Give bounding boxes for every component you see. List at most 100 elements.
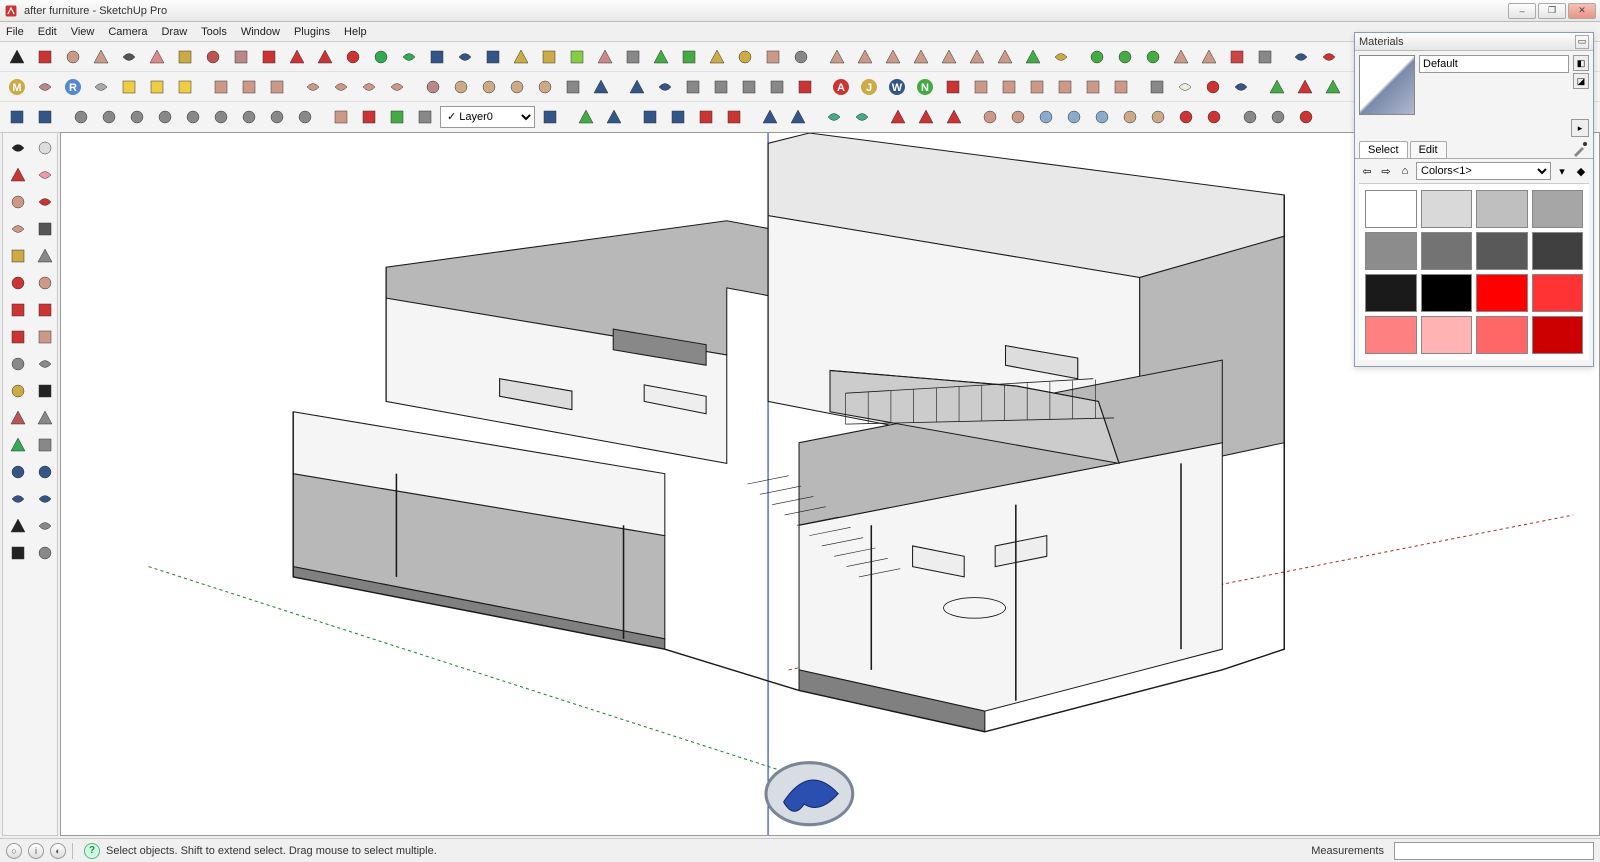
menu-camera[interactable]: Camera <box>108 26 147 38</box>
plane-button[interactable] <box>32 270 58 296</box>
jhs-n-button[interactable]: N <box>912 74 938 100</box>
pointer-button[interactable] <box>5 135 31 161</box>
zoom-window-button[interactable] <box>452 44 478 70</box>
curve3-button[interactable] <box>941 104 967 130</box>
target2-button[interactable] <box>652 74 678 100</box>
sphere-button[interactable] <box>32 243 58 269</box>
comp4-button[interactable] <box>152 104 178 130</box>
ruler-button[interactable] <box>5 351 31 377</box>
photomatch-button[interactable] <box>592 44 618 70</box>
mat-ball1-button[interactable] <box>420 74 446 100</box>
pan2-button[interactable] <box>32 432 58 458</box>
style-y1-button[interactable] <box>116 74 142 100</box>
plugin2-button[interactable] <box>1316 44 1342 70</box>
rot1-button[interactable] <box>5 297 31 323</box>
ext3-button[interactable] <box>384 104 410 130</box>
outliner-button[interactable] <box>620 44 646 70</box>
menu-view[interactable]: View <box>71 26 95 38</box>
comp9-button[interactable] <box>292 104 318 130</box>
menu-file[interactable]: File <box>6 26 24 38</box>
box1-button[interactable] <box>968 74 994 100</box>
materials-library-select[interactable]: Colors<1> <box>1416 162 1551 180</box>
shear1-button[interactable] <box>757 104 783 130</box>
mirror2-button[interactable] <box>849 104 875 130</box>
zoom-extents-button[interactable] <box>480 44 506 70</box>
tape2-button[interactable] <box>5 378 31 404</box>
arr2-button[interactable] <box>665 104 691 130</box>
swatch-8[interactable] <box>1365 274 1417 312</box>
rectangle-button[interactable] <box>60 44 86 70</box>
material-name-input[interactable] <box>1419 55 1569 73</box>
swatch-5[interactable] <box>1421 232 1473 270</box>
box6-button[interactable] <box>1108 74 1134 100</box>
solid2-button[interactable] <box>852 44 878 70</box>
misc1-button[interactable] <box>1237 104 1263 130</box>
status-circle-2[interactable]: i <box>28 843 44 859</box>
swatch-13[interactable] <box>1421 316 1473 354</box>
cross-button[interactable] <box>32 540 58 566</box>
material-default-button[interactable]: ◪ <box>1573 73 1589 89</box>
comp6-button[interactable] <box>208 104 234 130</box>
shape1-button[interactable] <box>1168 44 1194 70</box>
google-button[interactable] <box>648 44 674 70</box>
poly-button[interactable] <box>5 243 31 269</box>
materials-tab-edit[interactable]: Edit <box>1410 141 1447 158</box>
comp3-button[interactable] <box>124 104 150 130</box>
sun2-button[interactable] <box>172 74 198 100</box>
toggle-button[interactable] <box>588 74 614 100</box>
solid4-button[interactable] <box>908 44 934 70</box>
zoom2-button[interactable] <box>5 459 31 485</box>
material-create-button[interactable]: ◧ <box>1573 55 1589 71</box>
minimize-button[interactable]: – <box>1508 3 1536 19</box>
door-button[interactable] <box>1144 74 1170 100</box>
section1-button[interactable] <box>208 74 234 100</box>
ze2-button[interactable] <box>32 486 58 512</box>
tree3-button[interactable] <box>1140 44 1166 70</box>
zoom3-button[interactable] <box>32 459 58 485</box>
zoom-button[interactable] <box>424 44 450 70</box>
box5-button[interactable] <box>1080 74 1106 100</box>
swatch-7[interactable] <box>1532 232 1584 270</box>
sandbox1-button[interactable] <box>536 44 562 70</box>
ext2-button[interactable] <box>356 104 382 130</box>
share-button[interactable] <box>788 44 814 70</box>
person-button[interactable] <box>5 513 31 539</box>
swatch-11[interactable] <box>1532 274 1584 312</box>
mat-ball3-button[interactable] <box>476 74 502 100</box>
pan-button[interactable] <box>396 44 422 70</box>
swatch-10[interactable] <box>1476 274 1528 312</box>
sun-button[interactable] <box>1048 44 1074 70</box>
render2-button[interactable] <box>328 74 354 100</box>
cone2-button[interactable] <box>1200 74 1226 100</box>
star1-button[interactable] <box>5 270 31 296</box>
tape-button[interactable] <box>172 44 198 70</box>
prim8-button[interactable] <box>1173 104 1199 130</box>
undo-button[interactable] <box>5 324 31 350</box>
swatch-15[interactable] <box>1532 316 1584 354</box>
style-y2-button[interactable] <box>144 74 170 100</box>
materials-close-icon[interactable]: ▭ <box>1575 35 1589 49</box>
menu-draw[interactable]: Draw <box>161 26 187 38</box>
solid6-button[interactable] <box>964 44 990 70</box>
ext1-button[interactable] <box>328 104 354 130</box>
render3-button[interactable] <box>356 74 382 100</box>
prim7-button[interactable] <box>1145 104 1171 130</box>
menu-tools[interactable]: Tools <box>201 26 227 38</box>
render1-button[interactable] <box>300 74 326 100</box>
render4-button[interactable] <box>384 74 410 100</box>
arr1-button[interactable] <box>637 104 663 130</box>
egg-button[interactable] <box>1172 74 1198 100</box>
3dwh-button[interactable] <box>760 44 786 70</box>
prim5-button[interactable] <box>1089 104 1115 130</box>
maximize-button[interactable]: ❐ <box>1538 3 1566 19</box>
offset-button[interactable] <box>312 44 338 70</box>
style-ball1-button[interactable] <box>32 74 58 100</box>
pencil-red-button[interactable] <box>5 162 31 188</box>
jhs-a-button[interactable]: A <box>828 74 854 100</box>
swatch-4[interactable] <box>1365 232 1417 270</box>
materials-tab-select[interactable]: Select <box>1359 141 1408 158</box>
swatch-9[interactable] <box>1421 274 1473 312</box>
eyedropper-icon[interactable] <box>1571 140 1589 158</box>
paint-button[interactable] <box>200 44 226 70</box>
materials-titlebar[interactable]: Materials ▭ <box>1355 33 1593 51</box>
